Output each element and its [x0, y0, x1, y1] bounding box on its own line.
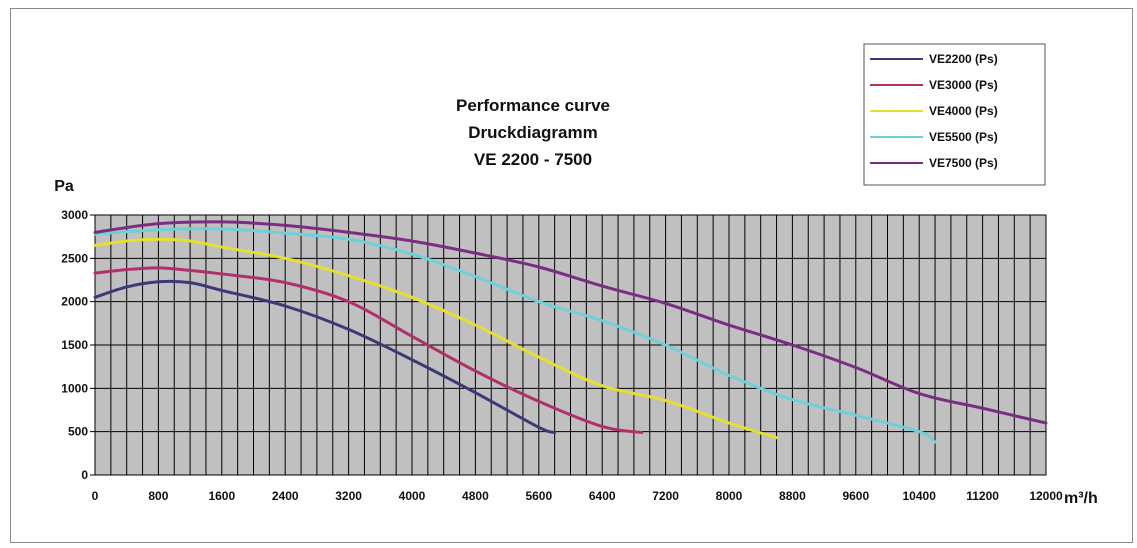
x-tick-label: 800: [148, 489, 168, 503]
y-tick-label: 0: [81, 468, 88, 482]
x-tick-label: 7200: [652, 489, 679, 503]
legend-items: VE2200 (Ps) VE3000 (Ps) VE4000 (Ps) VE5500 …: [870, 52, 998, 170]
x-axis-ticks: 0 800 1600 2400 3200 4000 4800 5600 6400 7200 8000…: [92, 489, 1063, 503]
x-tick-label: 8000: [716, 489, 743, 503]
y-tick-label: 1500: [61, 338, 88, 352]
series-line-5: [93, 220, 1048, 425]
x-tick-label: 12000: [1029, 489, 1063, 503]
y-tick-label: 1000: [61, 381, 88, 395]
x-tick-label: 4800: [462, 489, 489, 503]
x-tick-label: 11200: [966, 489, 999, 503]
chart-title-line-3: VE 2200 - 7500: [474, 150, 592, 169]
x-tick-label: 0: [92, 489, 99, 503]
x-tick-label: 1600: [208, 489, 235, 503]
x-tick-label: 5600: [525, 489, 552, 503]
x-tick-label: 10400: [903, 489, 937, 503]
y-tick-label: 2500: [61, 251, 88, 265]
y-tick-label: 2000: [61, 295, 88, 309]
chart-title-line-2: Druckdiagramm: [468, 123, 597, 142]
x-axis-label: m³/h: [1064, 490, 1098, 507]
y-tick-label: 3000: [61, 208, 88, 222]
series-line-1: [93, 279, 557, 435]
y-axis-label: Pa: [54, 178, 74, 195]
legend-label: VE5500 (Ps): [929, 130, 998, 144]
x-tick-label: 4000: [399, 489, 426, 503]
x-tick-label: 6400: [589, 489, 616, 503]
y-axis-ticks: 0 500 1000 1500 2000 2500 3000: [61, 208, 88, 482]
x-tick-label: 9600: [842, 489, 869, 503]
series-line-2: [93, 266, 644, 435]
chart-title-line-1: Performance curve: [456, 96, 610, 115]
legend: VE2200 (Ps) VE3000 (Ps) VE4000 (Ps) VE5500 …: [863, 43, 1046, 186]
legend-box: [863, 43, 1046, 186]
y-tick-label: 500: [68, 425, 88, 439]
x-tick-label: 2400: [272, 489, 299, 503]
horizontal-gridlines: [90, 214, 1046, 476]
x-tick-label: 3200: [335, 489, 362, 503]
legend-label: VE7500 (Ps): [929, 156, 998, 170]
series-line-4: [93, 227, 937, 444]
legend-label: VE2200 (Ps): [929, 52, 998, 66]
series-lines: [93, 220, 1048, 444]
legend-label: VE4000 (Ps): [929, 104, 998, 118]
legend-label: VE3000 (Ps): [929, 78, 998, 92]
x-tick-label: 8800: [779, 489, 806, 503]
series-line-3: [93, 237, 779, 440]
